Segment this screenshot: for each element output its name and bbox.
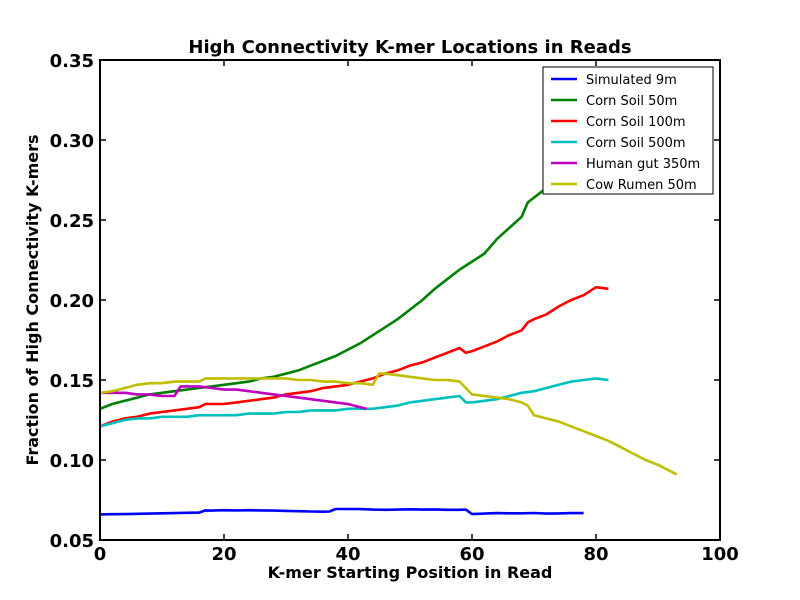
legend-label-cow-rumen-50m: Cow Rumen 50m	[586, 178, 697, 193]
legend-label-human-gut-350m: Human gut 350m	[586, 157, 700, 172]
x-tick-label: 80	[583, 544, 608, 565]
series-line-simulated-9m	[100, 507, 584, 516]
y-tick-label: 0.20	[50, 291, 94, 312]
y-tick-label: 0.10	[50, 451, 94, 472]
axis-ticks: 0 20 40 60 80 100 0.05 0.10 0.15 0.20 0.25 0.30 0.35	[50, 51, 739, 565]
y-tick-label: 0.05	[50, 531, 94, 552]
legend-label-corn-soil-50m: Corn Soil 50m	[586, 94, 677, 109]
series-line-corn-soil-500m	[100, 377, 609, 428]
x-tick-label: 0	[94, 544, 107, 565]
chart-title: High Connectivity K-mer Locations in Rea…	[188, 37, 631, 58]
x-axis-label: K-mer Starting Position in Read	[268, 563, 553, 582]
legend: Simulated 9m Corn Soil 50m Corn Soil 100m C…	[542, 66, 714, 195]
legend-label-corn-soil-500m: Corn Soil 500m	[586, 136, 686, 151]
legend-box	[542, 66, 714, 195]
x-tick-label: 60	[459, 544, 484, 565]
y-tick-label: 0.35	[50, 51, 94, 72]
x-tick-label: 20	[211, 544, 236, 565]
x-tick-label: 100	[701, 544, 739, 565]
legend-label-simulated-9m: Simulated 9m	[586, 73, 677, 88]
series-line-cow-rumen-50m	[100, 372, 678, 476]
y-axis-label: Fraction of High Connectivity K-mers	[23, 134, 42, 465]
y-tick-label: 0.25	[50, 211, 94, 232]
y-tick-label: 0.15	[50, 371, 94, 392]
series-line-corn-soil-100m	[100, 285, 609, 428]
legend-label-corn-soil-100m: Corn Soil 100m	[586, 115, 686, 130]
plot-lines	[100, 186, 678, 516]
y-tick-label: 0.30	[50, 131, 94, 152]
x-tick-label: 40	[335, 544, 360, 565]
series-line-human-gut-350m	[100, 385, 367, 411]
